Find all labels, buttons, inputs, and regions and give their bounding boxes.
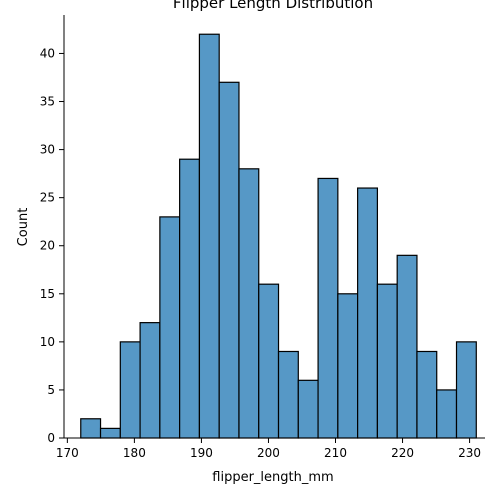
histogram-bar — [357, 187, 379, 439]
histogram-bar — [436, 389, 458, 439]
histogram-bar — [99, 427, 121, 439]
y-tick-label: 5 — [47, 383, 55, 397]
x-tick-label: 230 — [458, 446, 481, 460]
x-tick-label: 200 — [257, 446, 280, 460]
histogram-bar — [159, 216, 181, 439]
y-tick-label: 15 — [40, 287, 55, 301]
y-tick-label: 25 — [40, 191, 55, 205]
y-tick-label: 35 — [40, 95, 55, 109]
x-tick-label: 190 — [190, 446, 213, 460]
histogram-bar — [218, 81, 240, 439]
histogram-bar — [317, 177, 339, 439]
y-tick-label: 0 — [47, 431, 55, 445]
bars-group — [80, 33, 477, 439]
x-tick-label: 210 — [324, 446, 347, 460]
x-axis-ticks: 170 180 190 200 210 220 230 — [56, 438, 481, 460]
histogram-bar — [277, 350, 299, 439]
histogram-bar — [297, 379, 319, 439]
y-tick-label: 10 — [40, 335, 55, 349]
histogram-bar — [258, 283, 280, 439]
histogram-bar — [80, 418, 102, 439]
x-tick-label: 170 — [56, 446, 79, 460]
histogram-bar — [139, 322, 161, 439]
y-tick-label: 40 — [40, 46, 55, 60]
histogram-bar — [198, 33, 220, 439]
y-axis-label: Count — [16, 208, 31, 247]
y-axis-ticks: 0 5 10 15 20 25 30 35 40 — [40, 46, 64, 445]
histogram-bar — [455, 341, 477, 439]
chart-title: Flipper Length Distribution — [173, 0, 373, 12]
histogram-bar — [337, 293, 359, 439]
x-tick-label: 180 — [123, 446, 146, 460]
histogram-bar — [238, 168, 260, 439]
histogram-bar — [179, 158, 201, 439]
histogram-bar — [416, 350, 438, 439]
histogram-bar — [376, 283, 398, 439]
x-tick-label: 220 — [391, 446, 414, 460]
histogram-bar — [119, 341, 141, 439]
x-axis-label: flipper_length_mm — [212, 470, 333, 485]
y-tick-label: 20 — [40, 239, 55, 253]
y-tick-label: 30 — [40, 143, 55, 157]
histogram-bar — [396, 254, 418, 439]
